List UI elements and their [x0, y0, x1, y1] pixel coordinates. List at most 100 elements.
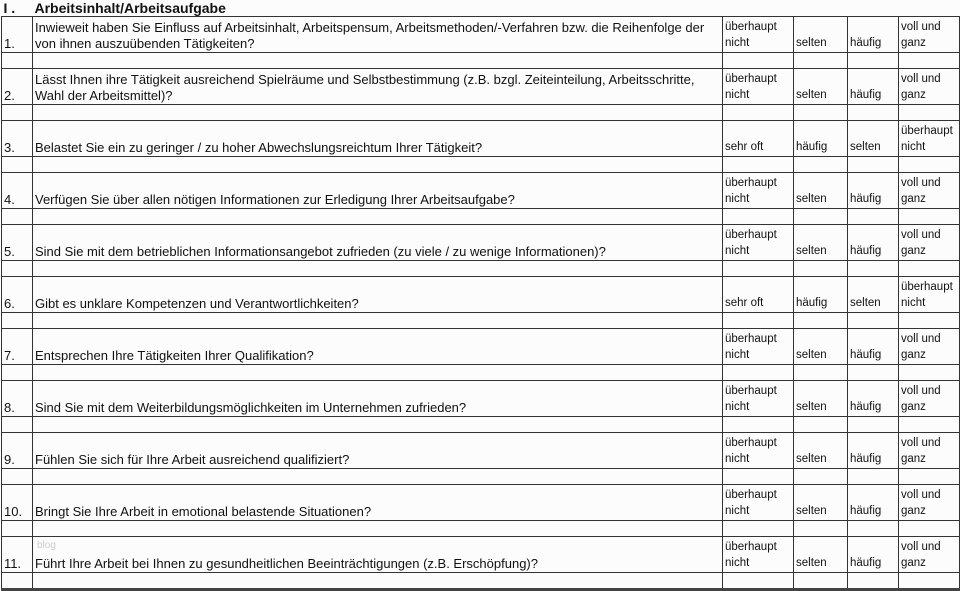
- empty-cell: [1, 104, 33, 121]
- answer-option[interactable]: selten: [793, 172, 848, 209]
- empty-cell: [722, 364, 794, 381]
- question-text: Sind Sie mit dem Weiterbildungsmöglichke…: [35, 400, 467, 415]
- answer-option[interactable]: selten: [793, 16, 848, 53]
- answer-option[interactable]: selten: [793, 328, 848, 365]
- question-row: 8. Sind Sie mit dem Weiterbildungsmöglic…: [1, 380, 960, 417]
- answer-option[interactable]: selten: [793, 380, 848, 417]
- answer-option[interactable]: häufig: [847, 536, 899, 573]
- answer-option[interactable]: voll und ganz: [897, 68, 960, 105]
- question-row: 1. Inwieweit haben Sie Einfluss auf Arbe…: [1, 16, 960, 53]
- empty-cell: [847, 104, 899, 121]
- answer-option[interactable]: selten: [793, 536, 848, 573]
- question-text-cell: Fühlen Sie sich für Ihre Arbeit ausreich…: [32, 432, 723, 469]
- empty-cell: [32, 208, 723, 225]
- empty-cell: [847, 312, 899, 329]
- question-number: 8.: [1, 380, 33, 417]
- empty-cell: [793, 52, 848, 69]
- empty-cell: [1, 416, 33, 433]
- answer-option[interactable]: häufig: [847, 484, 899, 521]
- answer-option[interactable]: selten: [793, 484, 848, 521]
- empty-cell: [897, 416, 960, 433]
- question-text: Gibt es unklare Kompetenzen und Verantwo…: [35, 296, 359, 311]
- question-row: 5. Sind Sie mit dem betrieblichen Inform…: [1, 224, 960, 261]
- answer-option[interactable]: sehr oft: [722, 120, 794, 157]
- answer-option[interactable]: voll und ganz: [897, 536, 960, 573]
- answer-option[interactable]: voll und ganz: [897, 16, 960, 53]
- question-number: 9.: [1, 432, 33, 469]
- answer-option[interactable]: selten: [793, 432, 848, 469]
- answer-option[interactable]: voll und ganz: [897, 484, 960, 521]
- question-number: 6.: [1, 276, 33, 313]
- empty-cell: [847, 52, 899, 69]
- answer-option[interactable]: sehr oft: [722, 276, 794, 313]
- answer-option[interactable]: voll und ganz: [897, 380, 960, 417]
- question-row: 3. Belastet Sie ein zu geringer / zu hoh…: [1, 120, 960, 157]
- answer-option[interactable]: selten: [793, 68, 848, 105]
- question-text-cell: Inwieweit haben Sie Einfluss auf Arbeits…: [32, 16, 723, 53]
- spacer-row: [1, 260, 960, 277]
- answer-option[interactable]: häufig: [847, 380, 899, 417]
- answer-option[interactable]: häufig: [847, 172, 899, 209]
- empty-cell: [1, 520, 33, 537]
- question-row: 10. Bringt Sie Ihre Arbeit in emotional …: [1, 484, 960, 521]
- empty-cell: [32, 364, 723, 381]
- question-number: 4.: [1, 172, 33, 209]
- answer-option[interactable]: überhaupt nicht: [722, 16, 794, 53]
- empty-cell: [722, 520, 794, 537]
- empty-cell: [897, 156, 960, 173]
- answer-option[interactable]: voll und ganz: [897, 328, 960, 365]
- answer-option[interactable]: häufig: [793, 120, 848, 157]
- answer-option[interactable]: überhaupt nicht: [722, 484, 794, 521]
- question-text-cell: Belastet Sie ein zu geringer / zu hoher …: [32, 120, 723, 157]
- empty-cell: [32, 156, 723, 173]
- answer-option[interactable]: häufig: [793, 276, 848, 313]
- empty-cell: [32, 260, 723, 277]
- empty-cell: [847, 364, 899, 381]
- answer-option[interactable]: häufig: [847, 68, 899, 105]
- question-number: 11.: [1, 536, 33, 573]
- answer-option[interactable]: voll und ganz: [897, 224, 960, 261]
- answer-option[interactable]: überhaupt nicht: [722, 432, 794, 469]
- answer-option[interactable]: überhaupt nicht: [722, 172, 794, 209]
- empty-cell: [722, 468, 794, 485]
- answer-option[interactable]: überhaupt nicht: [722, 380, 794, 417]
- answer-option[interactable]: häufig: [847, 16, 899, 53]
- question-text: Lässt Ihnen ihre Tätigkeit ausreichend S…: [35, 72, 695, 103]
- question-number: 3.: [1, 120, 33, 157]
- answer-option[interactable]: häufig: [847, 432, 899, 469]
- question-row: 6. Gibt es unklare Kompetenzen und Veran…: [1, 276, 960, 313]
- answer-option[interactable]: überhaupt nicht: [722, 224, 794, 261]
- answer-option[interactable]: überhaupt nicht: [722, 536, 794, 573]
- answer-option[interactable]: überhaupt nicht: [897, 276, 960, 313]
- empty-cell: [793, 364, 848, 381]
- empty-cell: [897, 260, 960, 277]
- empty-cell: [722, 312, 794, 329]
- empty-cell: [1, 364, 33, 381]
- question-text-cell: Gibt es unklare Kompetenzen und Verantwo…: [32, 276, 723, 313]
- spacer-row: [1, 468, 960, 485]
- answer-option[interactable]: voll und ganz: [897, 172, 960, 209]
- answer-option[interactable]: voll und ganz: [897, 432, 960, 469]
- question-text: Bringt Sie Ihre Arbeit in emotional bela…: [35, 504, 372, 519]
- section-header: I . Arbeitsinhalt/Arbeitsaufgabe: [1, 0, 960, 17]
- question-row: 11. blog Führt Ihre Arbeit bei Ihnen zu g…: [1, 536, 960, 573]
- answer-option[interactable]: häufig: [847, 328, 899, 365]
- question-row: 7. Entsprechen Ihre Tätigkeiten Ihrer Qu…: [1, 328, 960, 365]
- answer-option[interactable]: selten: [847, 120, 899, 157]
- question-number: 5.: [1, 224, 33, 261]
- question-number: 2.: [1, 68, 33, 105]
- answer-option[interactable]: überhaupt nicht: [722, 328, 794, 365]
- section-title: Arbeitsinhalt/Arbeitsaufgabe: [32, 0, 960, 17]
- empty-cell: [897, 468, 960, 485]
- answer-option[interactable]: selten: [847, 276, 899, 313]
- empty-cell: [32, 312, 723, 329]
- empty-cell: [32, 520, 723, 537]
- answer-option[interactable]: häufig: [847, 224, 899, 261]
- spacer-row: [1, 364, 960, 381]
- answer-option[interactable]: überhaupt nicht: [722, 68, 794, 105]
- spacer-row: [1, 52, 960, 69]
- answer-option[interactable]: selten: [793, 224, 848, 261]
- empty-cell: [847, 260, 899, 277]
- empty-cell: [1, 156, 33, 173]
- answer-option[interactable]: überhaupt nicht: [897, 120, 960, 157]
